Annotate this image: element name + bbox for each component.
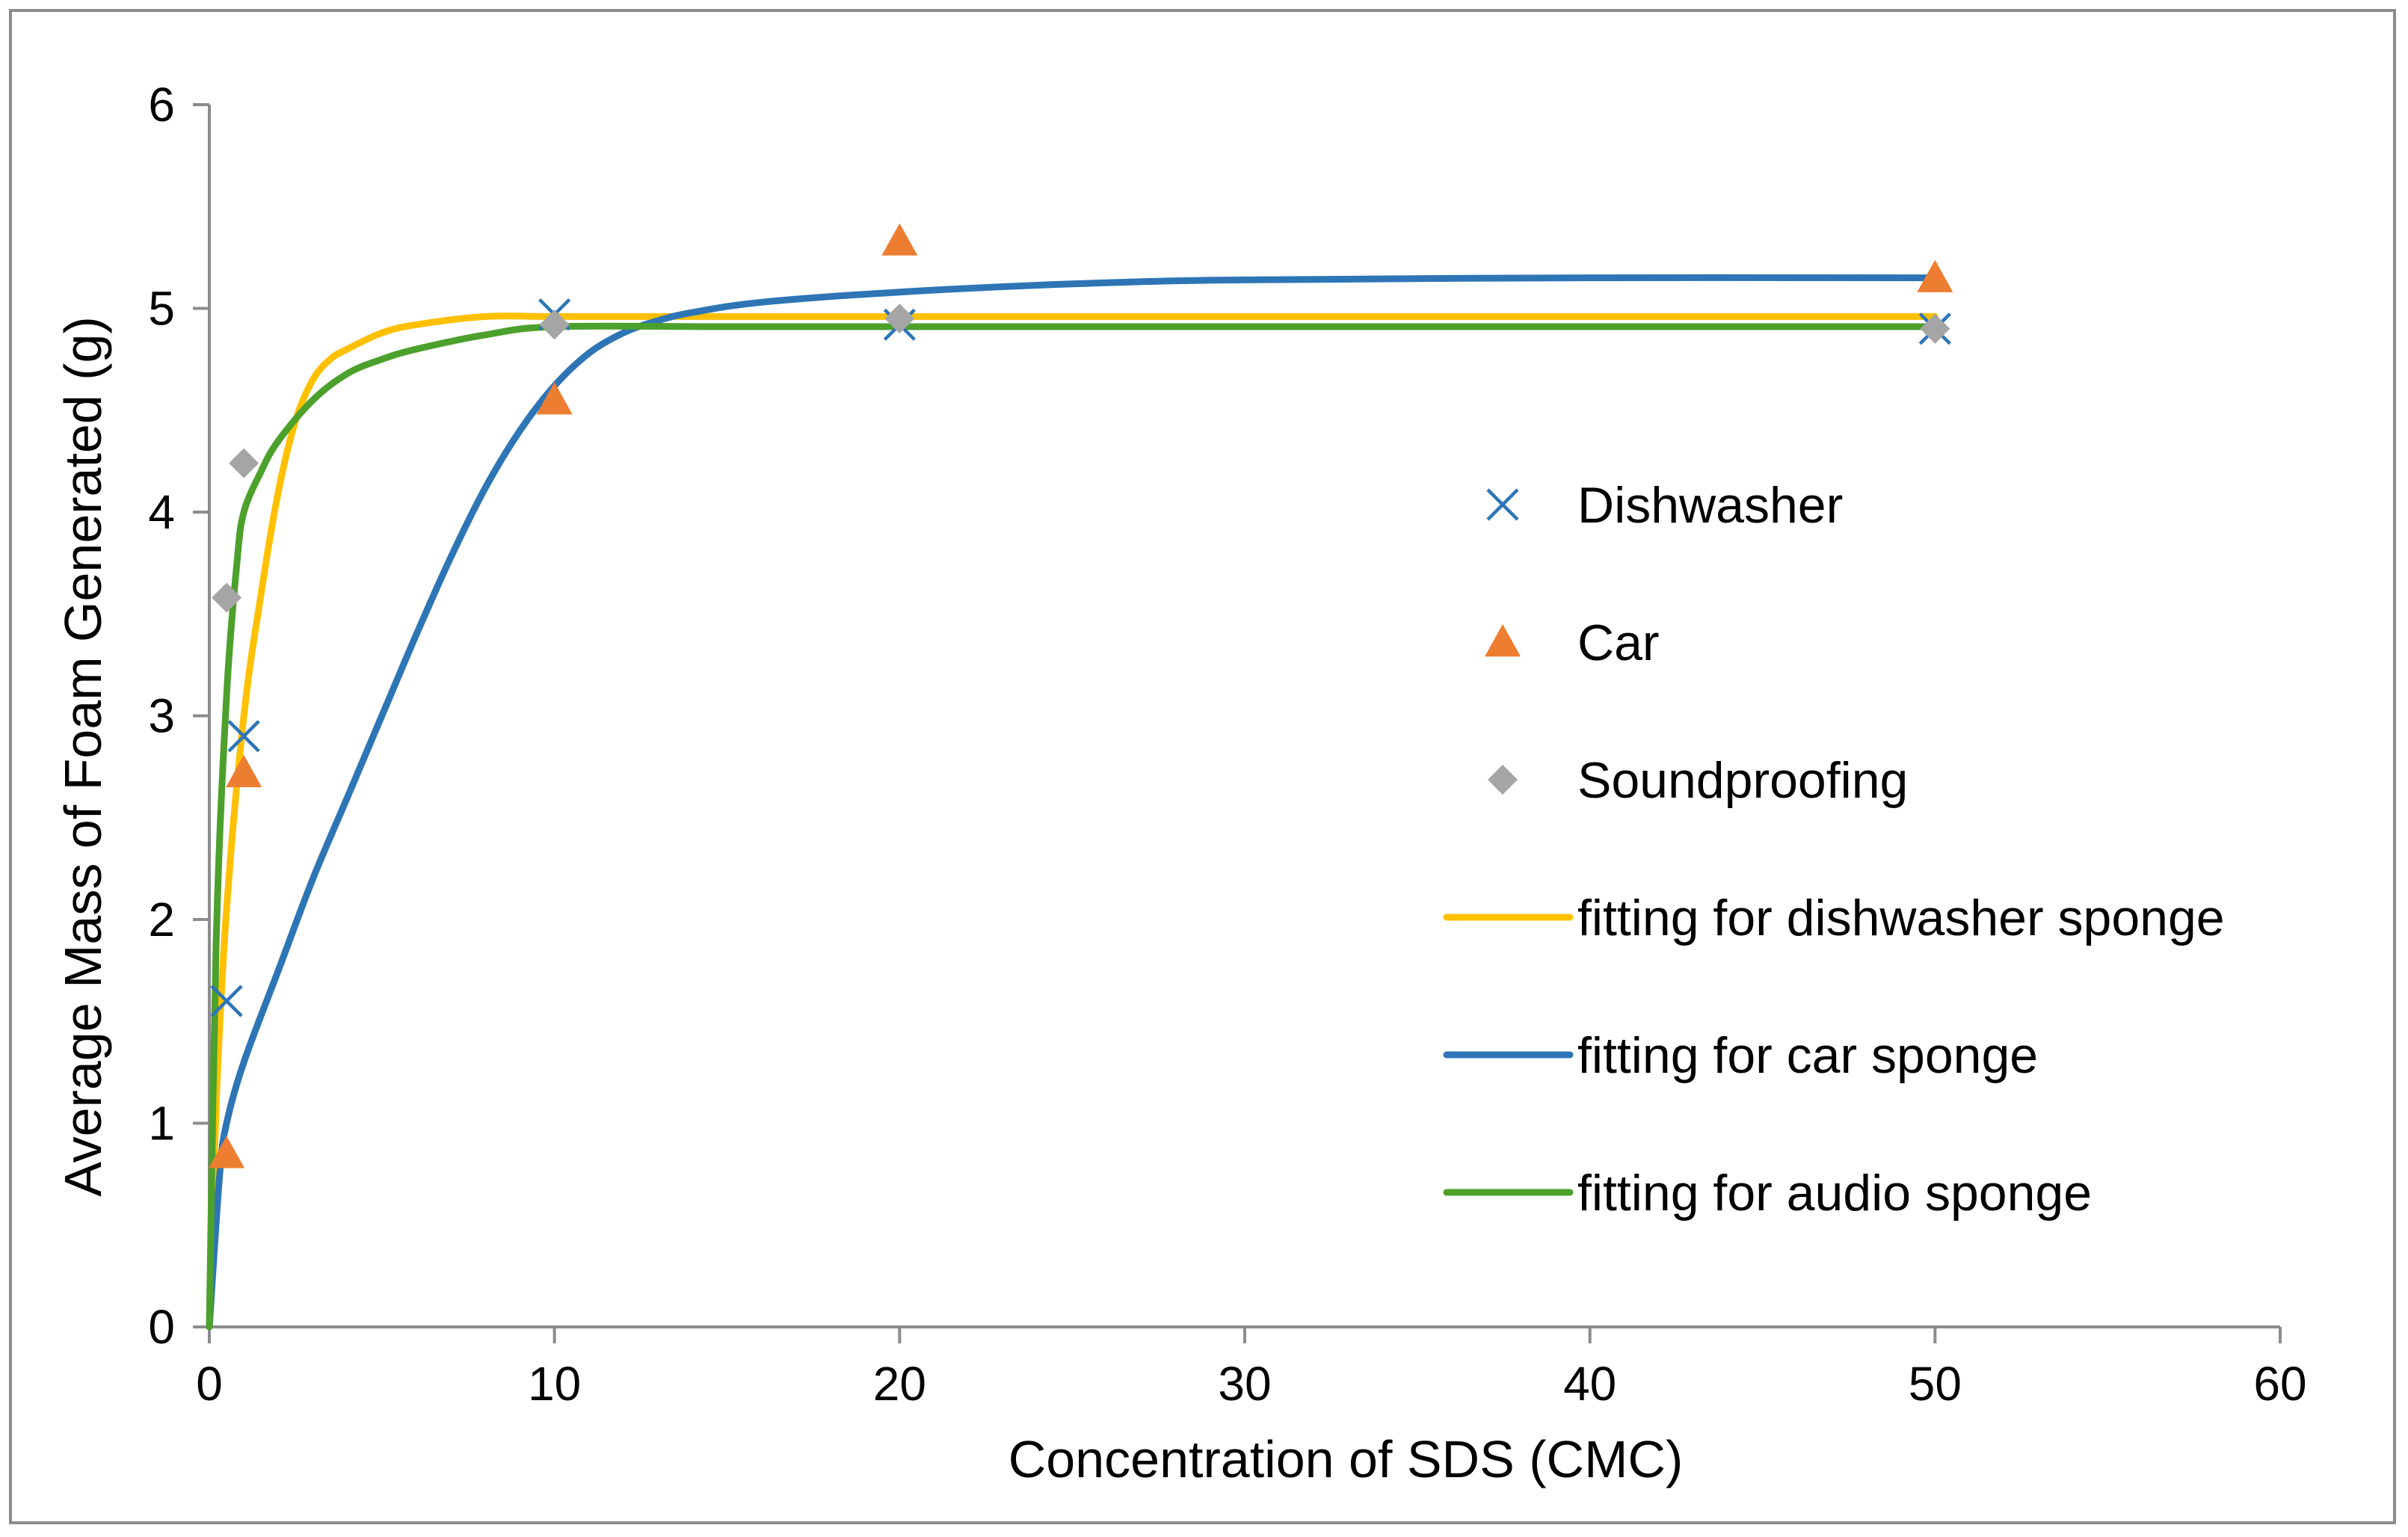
data-point-car [881,223,918,256]
legend-swatch-soundproofing [1488,765,1518,795]
legend-item-fitting-for-audio-sponge: fitting for audio sponge [1443,1165,2092,1222]
x-tick-label: 20 [873,1357,926,1411]
chart-frame [9,9,2396,1524]
x-tick-label: 60 [2253,1357,2306,1411]
data-point-car [209,1136,245,1168]
data-point-car [226,754,262,787]
y-tick-label: 2 [148,893,175,946]
data-point-dishwasher [227,720,260,753]
legend-label-soundproofing: Soundproofing [1577,752,1908,809]
data-point-soundproofing [212,582,242,613]
data-point-car [536,382,573,415]
legend-label-fitting-for-dishwasher-sponge: fitting for dishwasher sponge [1577,890,2225,946]
legend-item-fitting-for-dishwasher-sponge: fitting for dishwasher sponge [1443,890,2225,946]
x-tick-label: 40 [1563,1357,1616,1411]
x-axis-title: Concentration of SDS (CMC) [1009,1430,1684,1488]
x-tick-label: 30 [1218,1357,1271,1411]
legend-item-car: Car [1485,615,1660,671]
data-point-soundproofing [884,304,915,334]
y-tick-label: 4 [148,485,175,539]
series-line-fitting-for-dishwasher-sponge [206,312,1939,1331]
data-markers [209,223,1953,1168]
y-tick-label: 5 [148,282,175,336]
legend-label-fitting-for-car-sponge: fitting for car sponge [1577,1027,2038,1084]
legend-swatch-dishwasher [1486,488,1519,521]
y-tick-label: 1 [148,1097,175,1151]
data-point-soundproofing [539,309,570,340]
y-tick-label: 6 [148,78,175,132]
legend-item-soundproofing: Soundproofing [1488,752,1908,809]
data-point-soundproofing [1920,313,1950,344]
x-tick-label: 50 [1909,1357,1962,1411]
data-point-car [1917,259,1953,292]
legend-label-fitting-for-audio-sponge: fitting for audio sponge [1577,1165,2092,1222]
legend-item-dishwasher: Dishwasher [1486,477,1843,534]
series-line-fitting-for-audio-sponge [206,322,1939,1331]
x-tick-label: 0 [196,1357,223,1411]
legend-label-car: Car [1577,615,1660,671]
y-axis-title: Average Mass of Foam Generated (g) [54,316,112,1197]
legend: Dishwasher Car Soundproofing fitting for di… [1443,477,2225,1222]
data-point-dishwasher [210,985,243,1017]
x-tick-label: 10 [528,1357,581,1411]
legend-label-dishwasher: Dishwasher [1577,477,1843,534]
legend-item-fitting-for-car-sponge: fitting for car sponge [1443,1027,2038,1084]
y-tick-label: 0 [148,1300,175,1354]
data-point-soundproofing [229,448,259,478]
y-tick-label: 3 [148,689,175,743]
legend-swatch-car [1485,624,1521,657]
